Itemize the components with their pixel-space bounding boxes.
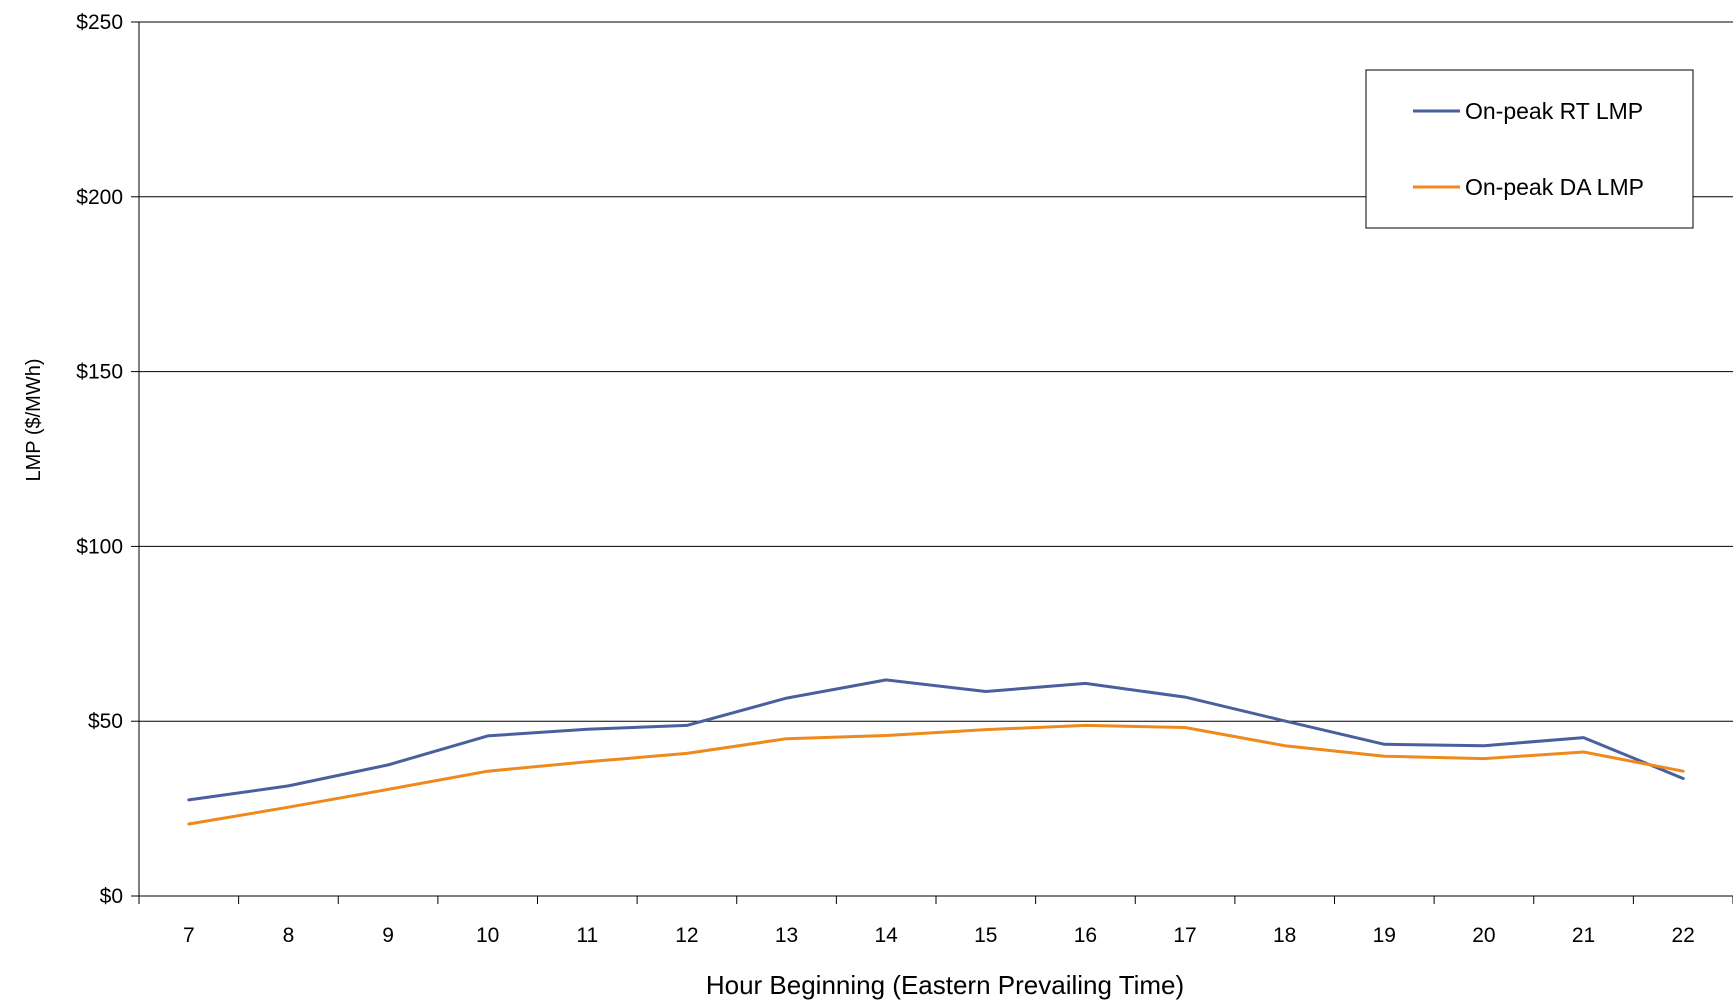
- x-tick-label: 22: [1672, 924, 1695, 947]
- x-tick-label: 13: [775, 924, 798, 947]
- y-axis-title: LMP ($/MWh): [23, 359, 45, 482]
- legend-box: [1365, 69, 1694, 229]
- x-tick-label: 14: [875, 924, 899, 947]
- x-tick-label: 20: [1472, 924, 1495, 947]
- y-tick-label: $150: [76, 361, 123, 384]
- x-tick-label: 15: [974, 924, 997, 947]
- series-line-rt-lmp: [187, 678, 1685, 802]
- x-tick-label: 10: [476, 924, 499, 947]
- y-tick-label: $100: [76, 535, 123, 558]
- x-tick-label: 19: [1373, 924, 1396, 947]
- x-tick-label: 17: [1173, 924, 1196, 947]
- x-tick-label: 8: [283, 924, 295, 947]
- y-tick-label: $50: [88, 710, 123, 733]
- legend-label: On-peak DA LMP: [1465, 174, 1644, 200]
- series-line-da-lmp: [187, 723, 1685, 826]
- x-tick-label: 18: [1273, 924, 1296, 947]
- axes: $0 $50 $100 $150 $200 $250 7 8 9 10 11 12 13 14 15 16 17…: [76, 11, 1733, 947]
- x-tick-label: 7: [183, 924, 195, 947]
- x-axis-title: Hour Beginning (Eastern Prevailing Time): [706, 970, 1184, 1000]
- legend: On-peak RT LMP On-peak DA LMP: [1365, 69, 1694, 229]
- y-tick-label: $250: [76, 11, 123, 34]
- x-tick-label: 16: [1074, 924, 1097, 947]
- y-tick-label: $200: [76, 186, 123, 209]
- legend-label: On-peak RT LMP: [1465, 98, 1643, 124]
- x-tick-label: 11: [576, 924, 598, 947]
- y-tick-label: $0: [100, 885, 123, 908]
- series-lines: [187, 678, 1685, 826]
- x-tick-label: 9: [382, 924, 394, 947]
- x-tick-label: 12: [675, 924, 698, 947]
- x-tick-label: 21: [1572, 924, 1595, 947]
